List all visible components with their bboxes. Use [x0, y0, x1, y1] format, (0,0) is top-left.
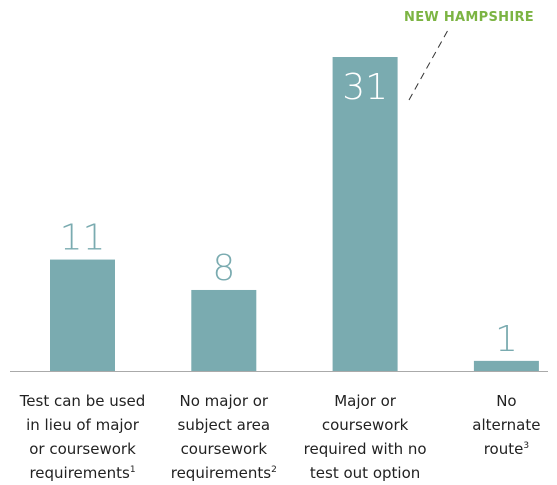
- value-label: 31: [342, 67, 388, 108]
- x-tick-label-line: requirements: [29, 464, 130, 482]
- footnote-mark: 2: [271, 465, 277, 475]
- x-tick-label-line: alternate: [472, 416, 540, 434]
- x-tick-label: No major or subject area coursework require…: [171, 392, 277, 482]
- x-tick-label-line: required with no: [304, 440, 427, 458]
- annotation-leader: [408, 29, 449, 101]
- bar: [50, 259, 115, 371]
- footnote-mark: 3: [523, 441, 529, 451]
- value-label: 11: [60, 218, 106, 259]
- annotation: NEW HAMPSHIRE: [404, 10, 534, 25]
- value-label: 8: [212, 248, 235, 289]
- x-tick-label: No alternate route3: [472, 392, 540, 458]
- x-tick-label-line: Major or: [334, 392, 397, 410]
- bar: [473, 360, 539, 371]
- x-tick-label-line: test out option: [310, 464, 420, 482]
- x-tick-label-line: No major or: [180, 392, 269, 410]
- x-tick-label-line: coursework: [322, 416, 409, 434]
- x-tick-label: Major or coursework required with no test o…: [304, 392, 427, 482]
- x-tick-label-line: requirements: [171, 464, 272, 482]
- x-tick-label-line: coursework: [181, 440, 268, 458]
- bar: [332, 57, 398, 371]
- x-tick-label-line: or coursework: [29, 440, 136, 458]
- x-tick-label-line: subject area: [178, 416, 271, 434]
- x-tick-label: Test can be used in lieu of major or cours…: [19, 392, 146, 482]
- footnote-mark: 1: [130, 465, 136, 475]
- x-tick-label-line: route: [484, 440, 524, 458]
- bar: [191, 289, 257, 371]
- x-tick-label-line: Test can be used: [19, 392, 146, 410]
- x-tick-label-line: No: [496, 392, 516, 410]
- value-label: 1: [495, 319, 518, 360]
- x-tick-label-line: in lieu of major: [26, 416, 140, 434]
